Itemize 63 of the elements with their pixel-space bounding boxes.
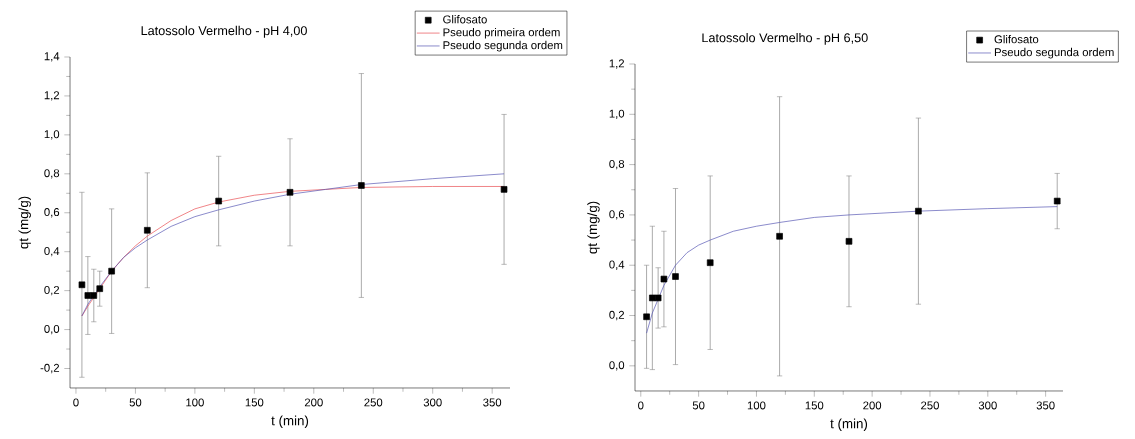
point (215, 197, 222, 205)
y-tick-label: 1,0 (609, 109, 625, 119)
y-tick-label: 1,0 (44, 130, 60, 140)
point (649, 294, 656, 302)
y-axis-title: qt (mg/g) (587, 201, 600, 254)
point (845, 238, 853, 245)
point (90, 292, 98, 299)
point (500, 186, 508, 193)
point (108, 267, 115, 275)
point (643, 313, 650, 321)
point (915, 207, 922, 215)
legend-label: Pseudo segunda ordem (443, 40, 563, 52)
point (654, 294, 662, 302)
chart-title: Latossolo Vermelho - pH 4,00 (141, 25, 307, 38)
x-tick-label: 350 (1036, 401, 1055, 410)
x-tick-label: 50 (129, 398, 142, 407)
x-tick-label: 250 (364, 398, 383, 407)
legend-label: Pseudo primeira ordem (443, 27, 560, 39)
x-tick-label: 100 (186, 398, 204, 407)
y-tick-label: 0,6 (44, 208, 60, 218)
point (706, 259, 714, 266)
legend-label: Pseudo segunda ordem (994, 47, 1114, 59)
x-axis-title: t (min) (271, 415, 309, 428)
point (1053, 197, 1061, 205)
x-tick-label: 250 (921, 401, 939, 410)
x-tick-label: 200 (863, 401, 882, 410)
x-tick-label: 100 (747, 401, 766, 410)
y-tick-label: 0,8 (44, 169, 60, 179)
point (358, 182, 365, 189)
x-tick-label: 0 (638, 401, 644, 410)
y-tick-label: 0,2 (44, 285, 60, 296)
y-tick-label: 1,4 (44, 52, 60, 62)
y-tick-label: 0,6 (609, 210, 625, 220)
y-tick-label: 0,0 (609, 361, 625, 371)
x-tick-label: 350 (483, 398, 502, 407)
point (660, 275, 668, 283)
legend-label: Glifosato (994, 34, 1039, 44)
y-tick-label: 0,4 (609, 260, 625, 270)
y-tick-label: 0,2 (609, 310, 625, 321)
y-tick-label: 0,8 (609, 159, 625, 170)
point (84, 292, 92, 299)
y-tick-label: 0,0 (44, 324, 60, 335)
x-tick-label: 0 (73, 398, 79, 407)
legend-label: Glifosato (443, 15, 487, 24)
y-tick-label: 1,2 (609, 59, 625, 69)
x-tick-label: 300 (423, 398, 442, 407)
point (96, 285, 104, 292)
point (286, 189, 294, 196)
x-tick-label: 300 (978, 401, 997, 410)
x-tick-label: 200 (304, 398, 323, 407)
y-tick-label: 0,4 (44, 247, 60, 257)
point (672, 273, 679, 280)
x-tick-label: 50 (692, 401, 705, 410)
point (144, 227, 151, 234)
y-tick-label: -0,2 (40, 363, 60, 374)
y-tick-label: 1,2 (44, 91, 60, 101)
chart-title: Latossolo Vermelho - pH 6,50 (702, 32, 868, 45)
x-axis-title: t (min) (830, 418, 868, 431)
x-tick-label: 150 (805, 401, 824, 410)
point (776, 233, 783, 240)
x-tick-label: 150 (245, 398, 264, 407)
point (78, 281, 86, 289)
y-axis-title: qt (mg/g) (18, 196, 31, 249)
